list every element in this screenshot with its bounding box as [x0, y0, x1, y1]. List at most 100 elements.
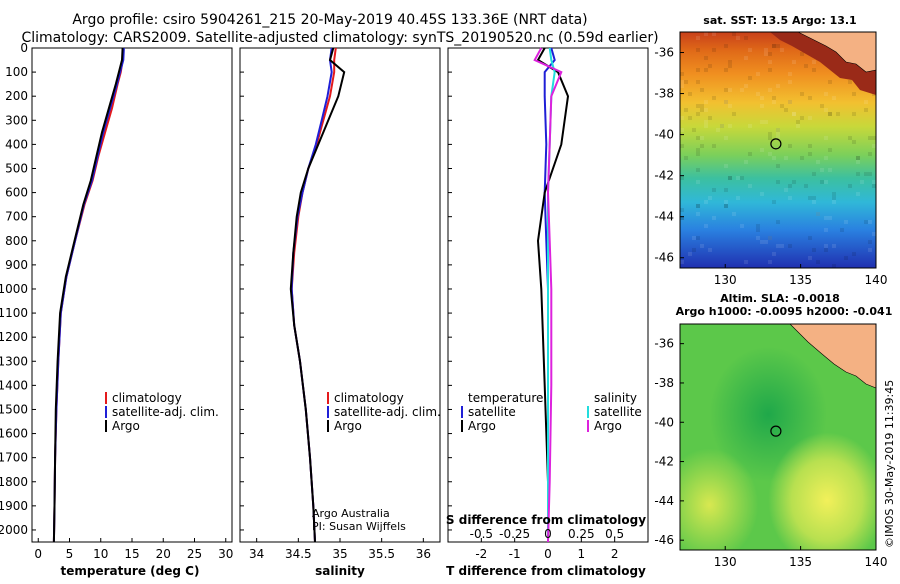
sst-pixel: [744, 84, 748, 88]
sst-pixel: [820, 180, 824, 184]
legend-label-t-argo: Argo: [468, 419, 496, 433]
depth-axis: 0 100 200 300 400 500 600 700 800 900 1000 1100 1200…: [0, 41, 36, 537]
sst-pixel: [700, 144, 704, 148]
sst-pixel: [748, 76, 752, 80]
legend-label-argo: Argo: [334, 419, 362, 433]
lat-tick-label: -38: [654, 87, 674, 101]
sst-pixel: [872, 232, 876, 236]
sst-pixel: [724, 136, 728, 140]
sst-pixel: [772, 44, 776, 48]
sst-map-frame: [679, 31, 877, 269]
x-tick-label: 34.5: [285, 547, 312, 561]
sst-pixel: [744, 260, 748, 264]
sst-pixel: [696, 168, 700, 172]
sst-pixel: [864, 100, 868, 104]
sst-pixel: [864, 172, 868, 176]
sst-pixel: [700, 108, 704, 112]
lat-tick-label: -42: [654, 169, 674, 183]
sst-pixel: [728, 60, 732, 64]
sst-pixel: [756, 224, 760, 228]
sst-pixel: [764, 52, 768, 56]
sst-pixel: [772, 96, 776, 100]
sst-pixel: [832, 200, 836, 204]
sst-pixel: [728, 176, 732, 180]
sst-pixel: [712, 32, 716, 36]
sst-pixel: [816, 212, 820, 216]
sst-pixel: [724, 100, 728, 104]
sst-pixel: [708, 116, 712, 120]
sst-pixel: [708, 196, 712, 200]
sst-pixel: [792, 112, 796, 116]
legend-label-s-argo: Argo: [594, 419, 622, 433]
difference-top-xlabel: S difference from climatology: [446, 513, 646, 527]
sst-pixel: [700, 88, 704, 92]
sst-pixel: [832, 192, 836, 196]
sst-pixel: [792, 60, 796, 64]
lat-tick-label: -44: [654, 494, 674, 508]
sst-pixel: [824, 136, 828, 140]
sst-map-axes: 130 135 140 -36 -38 -40 -42 -44 -46: [654, 46, 887, 287]
sst-pixel: [744, 160, 748, 164]
sst-pixel: [852, 112, 856, 116]
difference-xlabel: T difference from climatology: [446, 564, 646, 578]
sst-pixel: [768, 236, 772, 240]
sst-pixel: [704, 108, 708, 112]
imos-watermark: ©IMOS 30-May-2019 11:39:45: [883, 380, 896, 548]
difference-series: [533, 47, 570, 543]
sst-pixel: [712, 188, 716, 192]
lon-tick-label: 140: [865, 273, 888, 287]
sst-pixel: [696, 136, 700, 140]
sst-pixel: [772, 100, 776, 104]
sst-pixel: [868, 172, 872, 176]
sst-pixel: [768, 152, 772, 156]
x-tick-label: 34: [249, 547, 264, 561]
sst-pixel: [696, 152, 700, 156]
depth-tick-label: 1600: [0, 427, 28, 441]
lat-tick-label: -40: [654, 415, 674, 429]
sst-map-title: sat. SST: 13.5 Argo: 13.1: [703, 14, 856, 27]
depth-tick-label: 1400: [0, 378, 28, 392]
sst-pixel: [712, 216, 716, 220]
sst-pixel: [828, 216, 832, 220]
sst-pixel: [836, 112, 840, 116]
sst-pixel: [840, 228, 844, 232]
sst-pixel: [780, 244, 784, 248]
x-tick-label: 25: [187, 547, 202, 561]
legend-title-salinity: salinity: [594, 391, 637, 405]
sst-pixel: [712, 48, 716, 52]
sst-pixel: [744, 36, 748, 40]
sst-pixel: [696, 80, 700, 84]
temperature-series: [52, 47, 125, 543]
sst-pixel: [760, 192, 764, 196]
sla-map-title-line2: Argo h1000: -0.0095 h2000: -0.041: [676, 305, 893, 318]
lat-tick-label: -36: [654, 337, 674, 351]
difference-x-axis: -2 -1 0 1 2: [475, 538, 618, 561]
lon-tick-label: 130: [714, 273, 737, 287]
sst-pixel: [756, 236, 760, 240]
sst-pixel: [732, 212, 736, 216]
credit-line2: PI: Susan Wijffels: [312, 520, 406, 533]
depth-tick-label: 100: [5, 65, 28, 79]
sst-pixel: [812, 68, 816, 72]
sst-pixel: [860, 180, 864, 184]
sst-pixel: [688, 92, 692, 96]
lat-tick-label: -38: [654, 376, 674, 390]
sst-pixel: [724, 68, 728, 72]
sst-pixel: [780, 104, 784, 108]
sst-pixel: [808, 236, 812, 240]
sst-pixel: [784, 108, 788, 112]
sst-pixel: [748, 152, 752, 156]
sst-pixel: [704, 224, 708, 228]
sst-pixel: [844, 220, 848, 224]
temperature-legend: climatology satellite-adj. clim. Argo: [105, 391, 219, 433]
sst-pixel: [696, 204, 700, 208]
sst-pixel: [696, 104, 700, 108]
depth-tick-label: 1000: [0, 282, 28, 296]
legend-label-s-satellite: satellite: [594, 405, 642, 419]
sst-pixel: [692, 248, 696, 252]
lat-tick-label: -46: [654, 251, 674, 265]
sst-pixel: [760, 120, 764, 124]
sst-pixel: [820, 168, 824, 172]
sst-pixel: [868, 240, 872, 244]
sst-pixel: [824, 244, 828, 248]
